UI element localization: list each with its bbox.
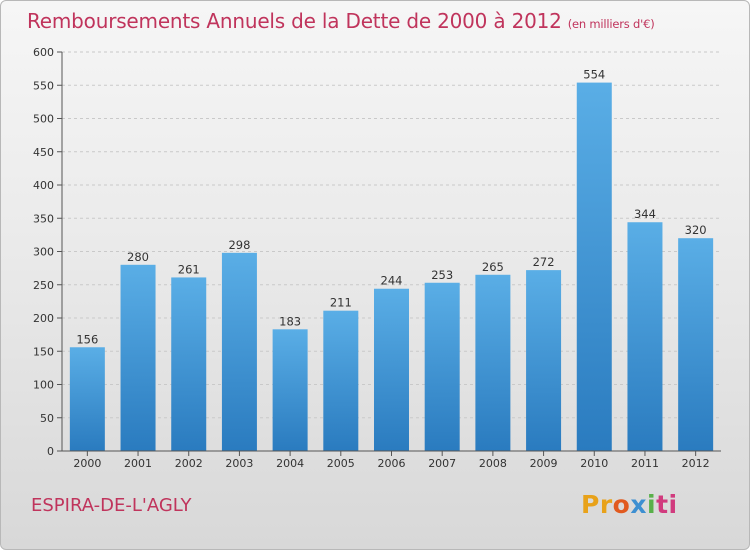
bar-2001 (120, 264, 156, 451)
x-tick-label: 2002 (175, 457, 203, 470)
data-label: 344 (634, 207, 656, 221)
data-label: 320 (685, 223, 707, 237)
x-tick-label: 2007 (428, 457, 456, 470)
bar-2008 (475, 274, 511, 451)
data-label: 156 (76, 332, 98, 346)
data-label: 244 (381, 274, 403, 288)
y-tick-label: 450 (33, 146, 54, 159)
bar-2006 (374, 288, 409, 451)
x-tick-label: 2011 (631, 457, 659, 470)
y-tick-label: 150 (33, 345, 54, 358)
bar-2010 (576, 82, 612, 451)
bar-2007 (424, 282, 460, 451)
data-label: 554 (583, 68, 605, 82)
data-label: 253 (431, 268, 453, 282)
y-tick-label: 300 (33, 246, 54, 259)
y-tick-label: 250 (33, 279, 54, 292)
chart-unit: (en milliers d'€) (567, 17, 655, 31)
y-tick-label: 200 (33, 312, 54, 325)
bar-2000 (69, 347, 105, 451)
bar-2012 (678, 238, 714, 451)
y-tick-label: 100 (33, 379, 54, 392)
data-label: 272 (533, 255, 555, 269)
y-tick-label: 0 (47, 445, 54, 458)
data-label: 298 (228, 238, 250, 252)
data-label: 280 (127, 250, 149, 264)
data-label: 265 (482, 260, 504, 274)
x-tick-label: 2001 (124, 457, 152, 470)
y-tick-label: 400 (33, 179, 54, 192)
town-name: ESPIRA-DE-L'AGLY (31, 495, 192, 516)
chart-title: Remboursements Annuels de la Dette de 20… (27, 9, 655, 33)
y-tick-label: 550 (33, 79, 54, 92)
x-tick-label: 2005 (327, 457, 355, 470)
bar-2003 (221, 252, 257, 451)
data-label: 261 (178, 262, 200, 276)
x-tick-label: 2012 (682, 457, 710, 470)
proxiti-logo: Proxiti (581, 490, 678, 519)
bar-2011 (627, 222, 663, 451)
x-tick-label: 2003 (225, 457, 253, 470)
x-tick-label: 2009 (530, 457, 558, 470)
bar-2004 (272, 329, 308, 451)
y-tick-label: 350 (33, 212, 54, 225)
y-tick-label: 500 (33, 113, 54, 126)
bar-2005 (323, 310, 359, 451)
x-tick-label: 2010 (580, 457, 608, 470)
x-tick-label: 2000 (73, 457, 101, 470)
data-label: 183 (279, 314, 301, 328)
x-tick-label: 2006 (378, 457, 406, 470)
data-label: 211 (330, 296, 352, 310)
y-tick-label: 600 (33, 46, 54, 59)
y-tick-label: 50 (40, 412, 54, 425)
x-tick-label: 2004 (276, 457, 304, 470)
bar-2002 (171, 277, 207, 451)
bar-2009 (526, 270, 562, 451)
x-tick-label: 2008 (479, 457, 507, 470)
